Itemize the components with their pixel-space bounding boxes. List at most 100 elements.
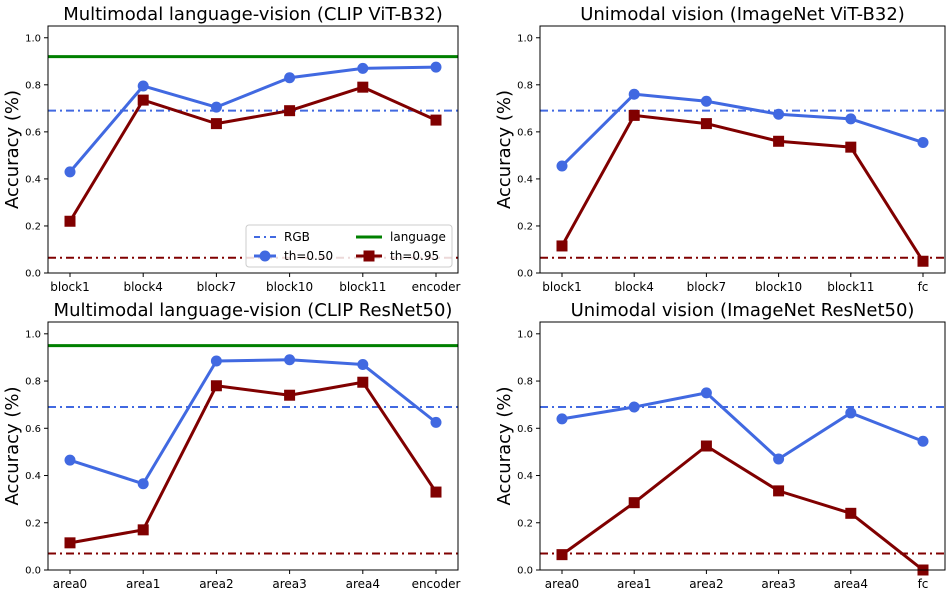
x-tick-label: area2 <box>199 577 233 591</box>
x-tick-label: block1 <box>50 280 89 294</box>
plot-frame <box>47 321 459 571</box>
x-tick-label: area4 <box>834 577 868 591</box>
x-tick-label: fc <box>918 577 929 591</box>
x-tick-label: block7 <box>197 280 236 294</box>
series-th050-line <box>560 92 924 168</box>
series-th095-point <box>700 440 712 452</box>
legend-box <box>245 224 453 268</box>
y-tick-label: 0.2 <box>25 518 41 529</box>
y-axis-label: Accuracy (%) <box>494 386 515 505</box>
series-th095-point <box>628 109 640 121</box>
y-tick-label: 0.2 <box>25 221 41 232</box>
x-tick-label: encoder <box>412 280 461 294</box>
chart-panel-2: Unimodal vision (ImageNet ViT-B32) Accura… <box>494 4 946 294</box>
series-th050-point <box>556 413 568 425</box>
x-tick-label: encoder <box>412 577 461 591</box>
y-tick-label: 0.8 <box>517 80 533 91</box>
series-th095-point <box>845 141 857 153</box>
series-th095-line <box>68 85 437 223</box>
series-th095-point <box>845 507 857 519</box>
series-th095-point <box>628 497 640 509</box>
series-th095-point <box>357 376 369 388</box>
legend-th050-marker <box>259 250 271 262</box>
series-th095-point <box>357 81 369 93</box>
y-tick-label: 0.2 <box>517 221 533 232</box>
legend-th050-label: th=0.50 <box>284 249 333 263</box>
y-axis-label: Accuracy (%) <box>2 386 23 505</box>
y-tick-label: 0.8 <box>25 80 41 91</box>
y-tick-label: 0.4 <box>517 174 533 185</box>
series-th050-point <box>628 88 640 100</box>
y-tick-label: 0.6 <box>517 424 533 435</box>
series-th050-point <box>210 101 222 113</box>
series-th095-point <box>556 549 568 561</box>
plot-frame <box>539 25 946 274</box>
plot-frame <box>539 321 946 571</box>
y-tick-label: 0.8 <box>25 377 41 388</box>
series-th095-point <box>137 524 149 536</box>
y-tick-label: 1.0 <box>517 33 533 44</box>
legend-rgb-label: RGB <box>284 230 310 244</box>
series-th095-point <box>430 114 442 126</box>
y-tick-label: 1.0 <box>517 329 533 340</box>
series-th095-point <box>556 240 568 252</box>
x-tick-label: block4 <box>123 280 162 294</box>
series-th095-point <box>284 389 296 401</box>
series-th095-point <box>700 118 712 130</box>
x-tick-label: fc <box>918 280 929 294</box>
x-tick-label: block11 <box>339 280 386 294</box>
series-th050-point <box>773 453 785 465</box>
series-th095-point <box>137 94 149 106</box>
series-th050-line <box>69 358 437 486</box>
chart-title: Unimodal vision (ImageNet ViT-B32) <box>580 4 905 25</box>
x-tick-label: area1 <box>617 577 651 591</box>
series-th050-point <box>357 62 369 74</box>
series-th095-point <box>430 486 442 498</box>
x-tick-label: block7 <box>687 280 726 294</box>
series-th050-point <box>64 166 76 178</box>
x-tick-label: area1 <box>126 577 160 591</box>
chart-title: Unimodal vision (ImageNet ResNet50) <box>571 300 915 321</box>
x-tick-label: area4 <box>346 577 380 591</box>
x-tick-label: block11 <box>827 280 874 294</box>
chart-title: Multimodal language-vision (CLIP ResNet5… <box>54 300 453 321</box>
x-tick-label: block1 <box>542 280 581 294</box>
series-th050-point <box>556 160 568 172</box>
series-th050-point <box>137 80 149 92</box>
series-th050-point <box>430 61 442 73</box>
y-tick-label: 1.0 <box>25 33 41 44</box>
series-th095-point <box>284 105 296 117</box>
x-tick-label: area3 <box>272 577 306 591</box>
series-th095-point <box>773 135 785 147</box>
series-th050-line <box>561 391 924 461</box>
series-th050-point <box>284 72 296 84</box>
series-th050-point <box>917 435 929 447</box>
series-th050-point <box>357 359 369 371</box>
chart-panel-3: Multimodal language-vision (CLIP ResNet5… <box>2 300 460 591</box>
series-th095-point <box>64 215 76 227</box>
legend-th095-marker <box>363 250 375 262</box>
series-th050-point <box>845 113 857 125</box>
chart-panel-4: Unimodal vision (ImageNet ResNet50) Accur… <box>494 300 946 591</box>
y-tick-label: 0.0 <box>517 566 533 577</box>
series-th095-point <box>210 380 222 392</box>
y-tick-label: 0.4 <box>517 471 533 482</box>
series-th050-point <box>700 387 712 399</box>
legend: RGB language th=0.50 th=0.95 <box>245 224 453 268</box>
y-tick-label: 0.6 <box>25 127 41 138</box>
series-th050-point <box>284 354 296 366</box>
legend-th095-label: th=0.95 <box>390 249 439 263</box>
y-tick-label: 0.4 <box>25 471 41 482</box>
series-th050-point <box>64 454 76 466</box>
legend-language-label: language <box>390 230 446 244</box>
series-th095-line <box>69 380 438 545</box>
x-tick-label: area2 <box>689 577 723 591</box>
chart-title: Multimodal language-vision (CLIP ViT-B32… <box>63 4 443 25</box>
x-tick-label: block10 <box>755 280 802 294</box>
series-th050-point <box>845 407 857 419</box>
series-th050-point <box>700 95 712 107</box>
y-tick-label: 0.8 <box>517 377 533 388</box>
x-tick-label: block4 <box>614 280 653 294</box>
x-tick-label: area0 <box>53 577 87 591</box>
